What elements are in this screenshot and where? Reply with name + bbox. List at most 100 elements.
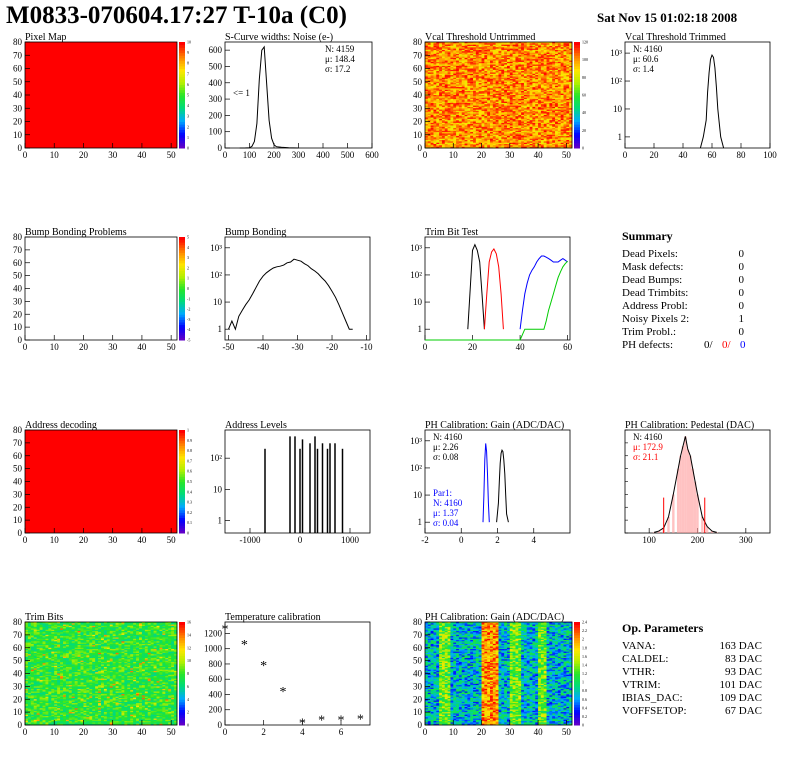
heatmap-cell <box>430 120 434 122</box>
heatmap-cell <box>529 88 533 91</box>
heatmap-cell <box>501 102 505 105</box>
heatmap-cell <box>444 122 449 125</box>
heatmap-cell <box>475 134 480 137</box>
heatmap-cell <box>555 44 559 47</box>
heatmap-cell <box>526 57 530 60</box>
x-tick-label: 0 <box>298 535 303 545</box>
heatmap-cell <box>478 47 482 50</box>
heatmap-cell <box>487 108 491 110</box>
heatmap-cell <box>478 93 482 96</box>
heatmap-cell <box>30 714 35 717</box>
heatmap-cell <box>555 76 559 79</box>
color-scale-step <box>179 102 185 107</box>
heatmap-cell <box>535 140 539 142</box>
heatmap-cell <box>439 72 443 75</box>
heatmap-cell <box>560 98 564 101</box>
heatmap-cell <box>478 108 482 110</box>
heatmap-cell <box>461 138 465 141</box>
heatmap-cell <box>481 98 485 101</box>
heatmap-cell <box>481 81 485 84</box>
heatmap-cell <box>535 57 539 60</box>
heatmap-cell <box>481 114 485 117</box>
heatmap-cell <box>566 108 570 110</box>
heatmap-cell <box>506 104 511 107</box>
heatmap-cell <box>546 73 550 76</box>
stat-line: N: 4160 <box>633 432 663 442</box>
heatmap-cell <box>436 85 440 88</box>
heatmap-cell <box>478 112 482 114</box>
heatmap-cell <box>481 100 485 103</box>
heatmap-cell <box>555 63 559 65</box>
heatmap-cell <box>518 112 522 114</box>
heatmap-cell <box>509 118 514 121</box>
heatmap-cell <box>557 124 562 126</box>
heatmap-cell <box>450 121 454 124</box>
heatmap-cell <box>484 116 488 118</box>
heatmap-cell <box>515 67 519 69</box>
heatmap-cell <box>475 45 480 48</box>
heatmap-cell <box>529 125 533 128</box>
heatmap-cell <box>555 125 559 128</box>
heatmap-cell <box>425 145 429 148</box>
heatmap-cell <box>495 60 499 63</box>
heatmap-cell <box>490 122 494 125</box>
heatmap-cell <box>458 134 463 137</box>
heatmap-cell <box>509 129 514 132</box>
heatmap-cell <box>484 105 488 108</box>
heatmap-cell <box>490 69 494 72</box>
heatmap-cell <box>495 67 499 69</box>
heatmap-cell <box>447 102 451 105</box>
heatmap-cell <box>427 51 432 53</box>
heatmap-cell <box>27 656 32 659</box>
heatmap-cell <box>546 92 550 95</box>
heatmap-cell <box>557 140 562 142</box>
heatmap-cell <box>484 61 488 64</box>
heatmap-cell <box>549 133 553 136</box>
heatmap-cell <box>481 146 485 149</box>
heatmap-cell <box>464 72 468 75</box>
heatmap-cell <box>492 98 497 101</box>
heatmap-cell <box>436 43 440 46</box>
heatmap-cell <box>512 97 516 100</box>
heatmap-cell <box>427 77 432 80</box>
heatmap-cell <box>526 118 530 121</box>
heatmap-cell <box>546 60 550 63</box>
heatmap-cell <box>526 63 530 65</box>
heatmap-cell <box>439 65 443 68</box>
heatmap-cell <box>543 44 547 47</box>
heatmap-cell <box>467 125 471 128</box>
heatmap-cell <box>461 73 465 76</box>
heatmap-cell <box>27 717 32 719</box>
heatmap-cell <box>430 126 434 129</box>
heatmap-cell <box>555 110 559 113</box>
heatmap-cell <box>487 44 491 47</box>
heatmap-cell <box>475 61 480 64</box>
heatmap-cell <box>487 42 491 44</box>
heatmap-cell <box>521 104 525 107</box>
heatmap-cell <box>481 43 485 46</box>
heatmap-cell <box>555 69 559 72</box>
heatmap-cell <box>492 128 497 130</box>
heatmap-cell <box>526 116 530 118</box>
heatmap-cell <box>487 118 491 121</box>
heatmap-cell <box>555 45 559 48</box>
heatmap-cell <box>529 128 533 130</box>
heatmap-cell <box>484 88 488 91</box>
heatmap-cell <box>475 133 480 136</box>
heatmap-cell <box>566 60 570 63</box>
heatmap-cell <box>540 121 545 124</box>
heatmap-cell <box>487 100 491 103</box>
heatmap-cell <box>529 112 533 114</box>
heatmap-cell <box>33 678 38 681</box>
heatmap-cell <box>481 140 485 142</box>
heatmap-cell <box>535 113 539 116</box>
heatmap-cell <box>425 67 429 69</box>
heatmap-cell <box>538 102 542 105</box>
heatmap-cell <box>515 83 519 85</box>
heatmap-cell <box>439 61 443 64</box>
heatmap-cell <box>478 85 482 88</box>
heatmap-cell <box>526 98 530 101</box>
heatmap-cell <box>526 101 530 104</box>
heatmap-cell <box>484 112 488 114</box>
